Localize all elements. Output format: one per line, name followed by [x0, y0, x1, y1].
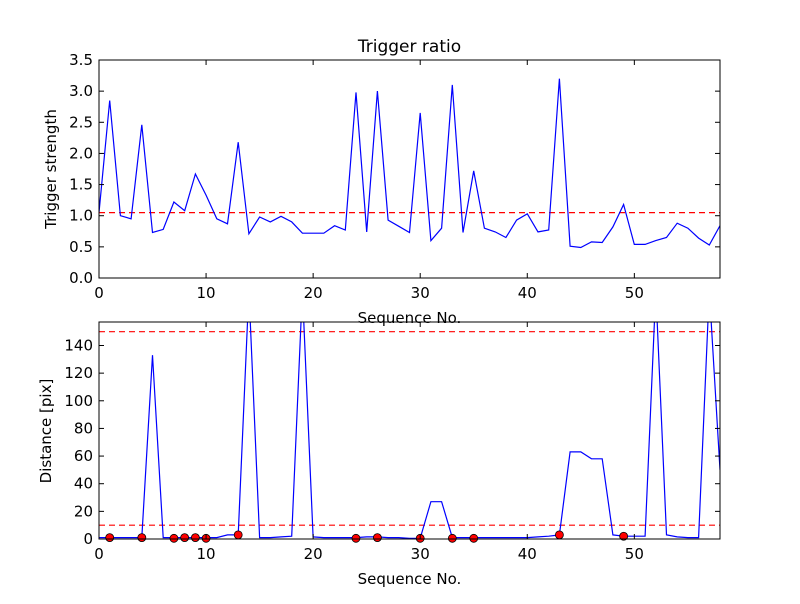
y-tick-label: 120 — [64, 364, 93, 382]
data-marker — [469, 533, 479, 543]
y-tick-label: 80 — [74, 419, 93, 437]
axes-frame — [98, 321, 721, 540]
x-tick-label: 40 — [518, 545, 537, 563]
data-marker — [190, 533, 200, 543]
x-tick-label: 10 — [197, 545, 216, 563]
data-marker — [554, 530, 564, 540]
x-tick-label: 20 — [304, 284, 323, 302]
x-tick-label: 50 — [625, 284, 644, 302]
trigger-ratio-axes: Trigger ratio 0 10 20 30 40 50 0.0 0.5 1.0 1.5 2.… — [42, 37, 721, 327]
x-tick-label: 0 — [94, 284, 104, 302]
y-tick-label: 60 — [74, 447, 93, 465]
x-tick-label: 50 — [625, 545, 644, 563]
axes-frame — [98, 59, 721, 279]
chart-title: Trigger ratio — [357, 37, 461, 57]
data-marker — [447, 533, 457, 543]
x-tick-label: 10 — [197, 284, 216, 302]
data-marker — [351, 533, 361, 543]
data-marker — [619, 531, 629, 541]
series-line — [99, 78, 720, 249]
y-axis-label: Trigger strength — [42, 109, 60, 230]
x-tick-label: 40 — [518, 284, 537, 302]
y-tick-label: 3.5 — [69, 51, 93, 69]
data-marker — [169, 533, 179, 543]
x-tick-label: 0 — [94, 545, 104, 563]
y-tick-label: 1.5 — [69, 176, 93, 194]
y-tick-label: 140 — [64, 336, 93, 354]
x-axis-label: Sequence No. — [358, 570, 462, 588]
data-marker — [105, 533, 115, 543]
y-tick-label: 2.0 — [69, 144, 93, 162]
data-marker — [180, 533, 190, 543]
x-tick-label: 30 — [411, 284, 430, 302]
data-marker — [137, 533, 147, 543]
x-tick-label: 20 — [304, 545, 323, 563]
y-axis-label: Distance [pix] — [37, 379, 55, 484]
y-tick-label: 1.0 — [69, 207, 93, 225]
x-axis-label: Sequence No. — [358, 309, 462, 327]
y-tick-label: 20 — [74, 502, 93, 520]
data-marker — [233, 530, 243, 540]
data-marker — [372, 533, 382, 543]
x-tick-label: 30 — [411, 545, 430, 563]
y-tick-label: 0 — [83, 530, 93, 548]
y-tick-label: 40 — [74, 475, 93, 493]
y-tick-label: 2.5 — [69, 113, 93, 131]
y-tick-label: 0.5 — [69, 238, 93, 256]
y-tick-label: 100 — [64, 392, 93, 410]
y-tick-label: 0.0 — [69, 269, 93, 287]
series-line — [99, 322, 720, 539]
distance-axes: 0 10 20 30 40 50 0 20 40 60 80 100 120 140 Sequence … — [37, 321, 721, 588]
y-tick-label: 3.0 — [69, 82, 93, 100]
